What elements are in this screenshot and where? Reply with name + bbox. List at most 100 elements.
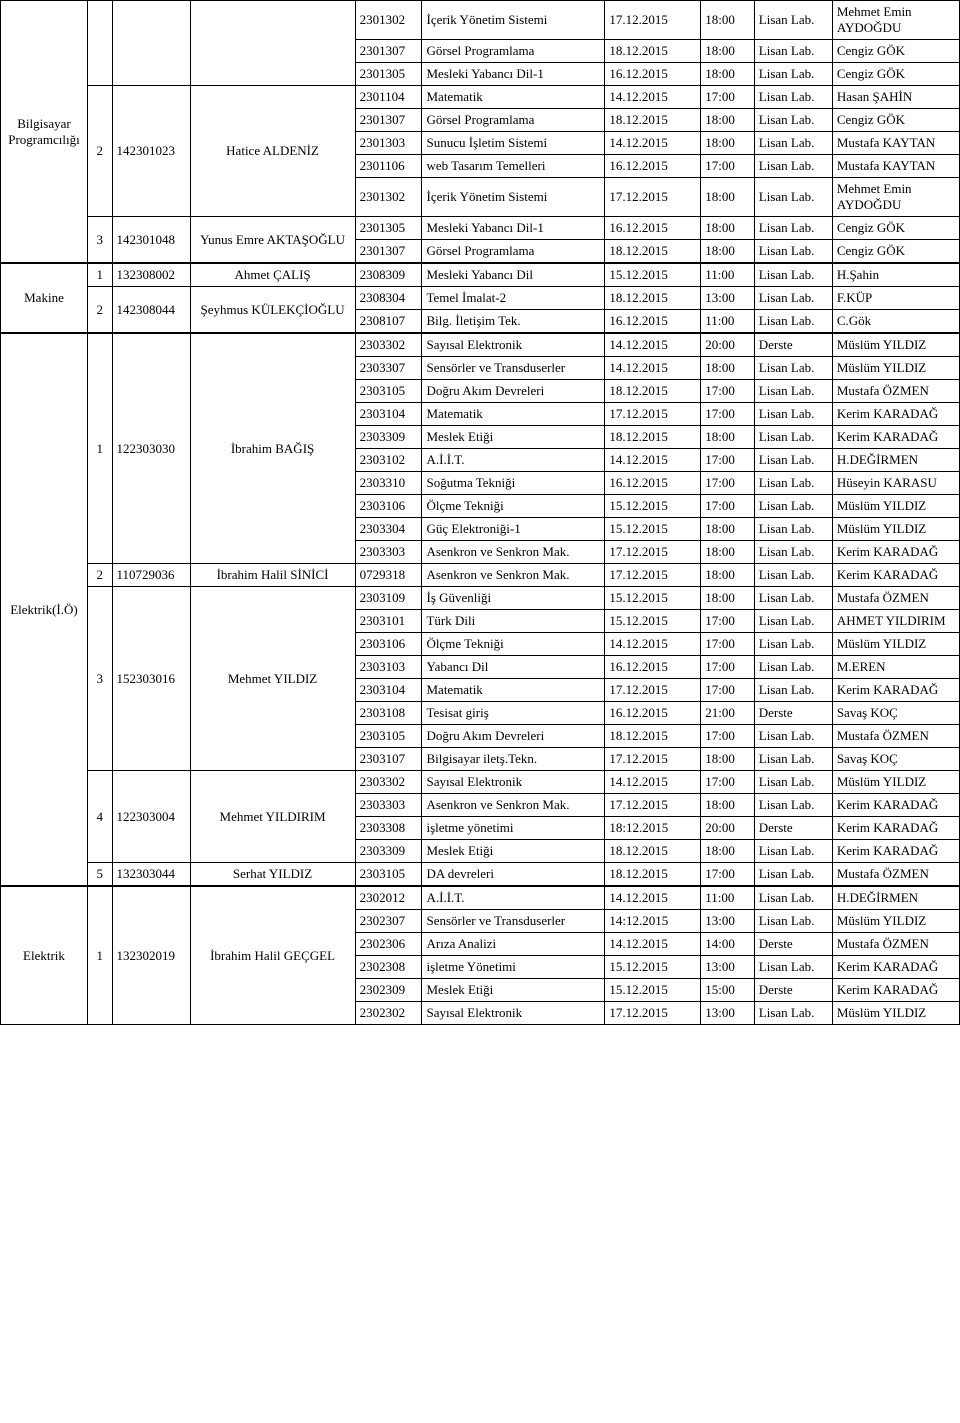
seq-cell: 3 xyxy=(87,217,112,264)
location-cell: Lisan Lab. xyxy=(754,240,832,264)
student-name-cell xyxy=(190,1,355,86)
course-name-cell: A.İ.İ.T. xyxy=(422,886,605,910)
course-name-cell: Mesleki Yabancı Dil-1 xyxy=(422,63,605,86)
date-cell: 18.12.2015 xyxy=(605,426,701,449)
instructor-cell: Mustafa ÖZMEN xyxy=(832,863,959,887)
student-id-cell: 110729036 xyxy=(112,564,190,587)
student-name-cell: Mehmet YILDIRIM xyxy=(190,771,355,863)
student-name-cell: İbrahim Halil SİNİCİ xyxy=(190,564,355,587)
course-name-cell: Doğru Akım Devreleri xyxy=(422,380,605,403)
instructor-cell: Mehmet Emin AYDOĞDU xyxy=(832,178,959,217)
time-cell: 11:00 xyxy=(701,263,755,287)
course-code-cell: 2303308 xyxy=(355,817,422,840)
date-cell: 14.12.2015 xyxy=(605,633,701,656)
course-name-cell: Meslek Etiği xyxy=(422,426,605,449)
student-name-cell: Hatice ALDENİZ xyxy=(190,86,355,217)
location-cell: Lisan Lab. xyxy=(754,287,832,310)
instructor-cell: Mustafa ÖZMEN xyxy=(832,725,959,748)
student-id-cell: 132303044 xyxy=(112,863,190,887)
student-id-cell: 142301023 xyxy=(112,86,190,217)
instructor-cell: Mustafa ÖZMEN xyxy=(832,933,959,956)
table-row: Elektrik(İ.Ö)1122303030İbrahim BAĞIŞ2303… xyxy=(1,333,960,357)
student-name-cell: Yunus Emre AKTAŞOĞLU xyxy=(190,217,355,264)
course-name-cell: Görsel Programlama xyxy=(422,240,605,264)
instructor-cell: Kerim KARADAĞ xyxy=(832,956,959,979)
table-row: 5132303044Serhat YILDIZ2303105DA devrele… xyxy=(1,863,960,887)
time-cell: 17:00 xyxy=(701,155,755,178)
time-cell: 11:00 xyxy=(701,886,755,910)
student-id-cell xyxy=(112,1,190,86)
date-cell: 15.12.2015 xyxy=(605,956,701,979)
course-name-cell: A.İ.İ.T. xyxy=(422,449,605,472)
location-cell: Lisan Lab. xyxy=(754,178,832,217)
date-cell: 18.12.2015 xyxy=(605,840,701,863)
course-code-cell: 2303106 xyxy=(355,495,422,518)
date-cell: 18.12.2015 xyxy=(605,240,701,264)
location-cell: Lisan Lab. xyxy=(754,748,832,771)
time-cell: 18:00 xyxy=(701,587,755,610)
location-cell: Lisan Lab. xyxy=(754,472,832,495)
instructor-cell: Kerim KARADAĞ xyxy=(832,403,959,426)
date-cell: 15.12.2015 xyxy=(605,610,701,633)
course-code-cell: 2303103 xyxy=(355,656,422,679)
course-code-cell: 2303105 xyxy=(355,863,422,887)
course-code-cell: 2303107 xyxy=(355,748,422,771)
date-cell: 16.12.2015 xyxy=(605,217,701,240)
location-cell: Derste xyxy=(754,979,832,1002)
date-cell: 18.12.2015 xyxy=(605,40,701,63)
time-cell: 18:00 xyxy=(701,1,755,40)
seq-cell: 2 xyxy=(87,86,112,217)
student-name-cell: Mehmet YILDIZ xyxy=(190,587,355,771)
instructor-cell: Mustafa ÖZMEN xyxy=(832,587,959,610)
location-cell: Lisan Lab. xyxy=(754,886,832,910)
course-code-cell: 2303108 xyxy=(355,702,422,725)
course-name-cell: web Tasarım Temelleri xyxy=(422,155,605,178)
time-cell: 18:00 xyxy=(701,178,755,217)
date-cell: 18.12.2015 xyxy=(605,725,701,748)
time-cell: 18:00 xyxy=(701,541,755,564)
time-cell: 17:00 xyxy=(701,86,755,109)
date-cell: 16.12.2015 xyxy=(605,656,701,679)
course-name-cell: Meslek Etiği xyxy=(422,979,605,1002)
student-id-cell: 122303004 xyxy=(112,771,190,863)
instructor-cell: F.KÜP xyxy=(832,287,959,310)
time-cell: 18:00 xyxy=(701,63,755,86)
course-name-cell: Sunucu İşletim Sistemi xyxy=(422,132,605,155)
location-cell: Lisan Lab. xyxy=(754,794,832,817)
student-id-cell: 122303030 xyxy=(112,333,190,564)
instructor-cell: Savaş KOÇ xyxy=(832,748,959,771)
date-cell: 16.12.2015 xyxy=(605,155,701,178)
time-cell: 20:00 xyxy=(701,817,755,840)
course-name-cell: Bilg. İletişim Tek. xyxy=(422,310,605,334)
time-cell: 18:00 xyxy=(701,357,755,380)
course-code-cell: 2301106 xyxy=(355,155,422,178)
time-cell: 18:00 xyxy=(701,109,755,132)
student-name-cell: İbrahim BAĞIŞ xyxy=(190,333,355,564)
student-name-cell: İbrahim Halil GEÇGEL xyxy=(190,886,355,1025)
table-row: Elektrik1132302019İbrahim Halil GEÇGEL23… xyxy=(1,886,960,910)
location-cell: Lisan Lab. xyxy=(754,495,832,518)
date-cell: 14.12.2015 xyxy=(605,886,701,910)
course-name-cell: Yabancı Dil xyxy=(422,656,605,679)
location-cell: Lisan Lab. xyxy=(754,263,832,287)
date-cell: 15.12.2015 xyxy=(605,587,701,610)
course-name-cell: Görsel Programlama xyxy=(422,40,605,63)
instructor-cell: Müslüm YILDIZ xyxy=(832,495,959,518)
location-cell: Derste xyxy=(754,702,832,725)
time-cell: 18:00 xyxy=(701,132,755,155)
time-cell: 17:00 xyxy=(701,771,755,794)
location-cell: Lisan Lab. xyxy=(754,63,832,86)
course-code-cell: 2303104 xyxy=(355,403,422,426)
course-code-cell: 2302302 xyxy=(355,1002,422,1025)
location-cell: Derste xyxy=(754,933,832,956)
instructor-cell: Cengiz GÖK xyxy=(832,63,959,86)
table-row: 3152303016Mehmet YILDIZ2303109İş Güvenli… xyxy=(1,587,960,610)
time-cell: 17:00 xyxy=(701,679,755,702)
instructor-cell: Mehmet Emin AYDOĞDU xyxy=(832,1,959,40)
course-name-cell: DA devreleri xyxy=(422,863,605,887)
seq-cell: 2 xyxy=(87,564,112,587)
course-name-cell: Mesleki Yabancı Dil-1 xyxy=(422,217,605,240)
course-name-cell: Türk Dili xyxy=(422,610,605,633)
course-code-cell: 2303303 xyxy=(355,541,422,564)
location-cell: Lisan Lab. xyxy=(754,956,832,979)
